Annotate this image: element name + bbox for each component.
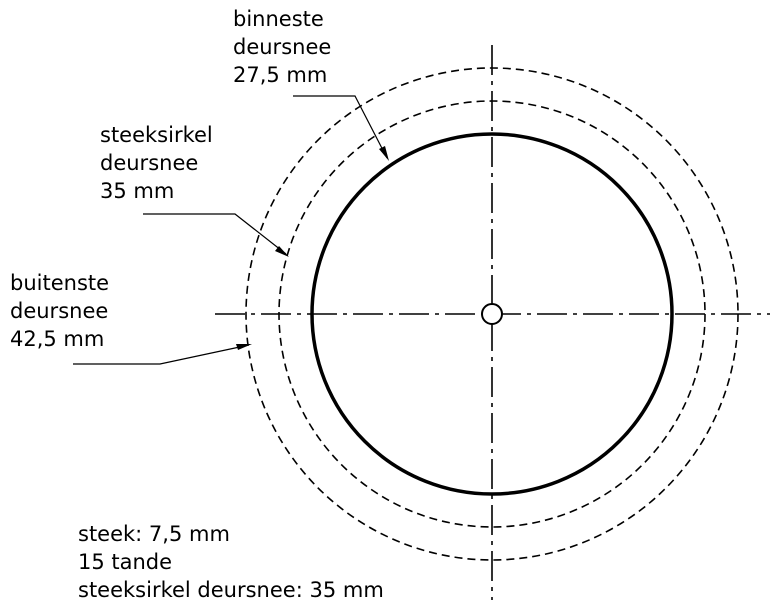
pitch-circle — [278, 100, 706, 528]
pitch-circle-label: steeksirkel deursnee 35 mm — [100, 123, 219, 203]
inner-diameter-arrowhead — [379, 146, 389, 161]
pitch-circle-diameter-text: steeksirkel deursnee: 35 mm — [78, 578, 384, 602]
teeth-count-text: 15 tande — [78, 550, 172, 574]
inner-diameter-circle — [310, 132, 674, 496]
outer-diameter-arrowhead — [236, 344, 252, 350]
center-hole — [481, 303, 503, 325]
inner-diameter-leader — [293, 95, 388, 159]
specs-note: steek: 7,5 mm 15 tande steeksirkel deurs… — [78, 522, 384, 602]
outer-diameter-leader — [73, 344, 250, 365]
outer-diameter-label: buitenste deursnee 42,5 mm — [10, 271, 116, 351]
inner-diameter-label: binneste deursnee 27,5 mm — [233, 7, 338, 87]
outer-diameter-circle — [245, 67, 739, 561]
pitch-circle-leader — [143, 213, 287, 255]
pitch-value-text: steek: 7,5 mm — [78, 522, 230, 546]
pitch-circle-arrowhead — [275, 246, 289, 257]
